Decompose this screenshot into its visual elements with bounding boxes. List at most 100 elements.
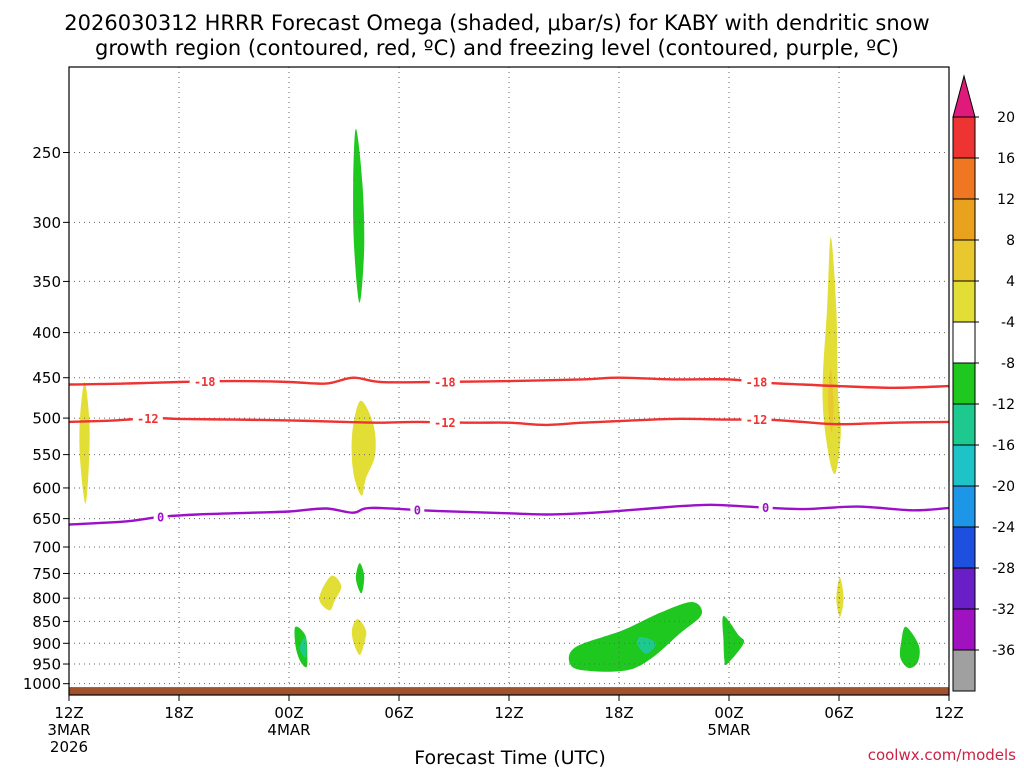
colorbar-label-0: 20 xyxy=(997,110,1015,126)
y-tick-label-950: 950 xyxy=(32,656,61,674)
colorbar-swatch-11 xyxy=(952,567,976,610)
x-tick-label-0: 12Z xyxy=(54,704,83,722)
contour-label-dgz-12C-2: -12 xyxy=(746,413,768,427)
colorbar-label-11: -28 xyxy=(992,561,1015,577)
x-axis-title: Forecast Time (UTC) xyxy=(414,747,605,768)
y-tick-label-400: 400 xyxy=(32,324,61,342)
x-tick-label-6: 00Z xyxy=(714,704,743,722)
colorbar-label-9: -20 xyxy=(992,479,1015,495)
contour-label-dgz-12C-1: -12 xyxy=(434,416,456,430)
colorbar: 20 16 12 8 4 -4 -8 -12 -16 -20 -24 -28 -32 -36 xyxy=(952,74,1015,692)
omega-region-up-4-hr16-low xyxy=(351,619,367,656)
colorbar-label-7: -12 xyxy=(992,397,1015,413)
x-tick-label-4: 12Z xyxy=(494,704,523,722)
y-tick-label-450: 450 xyxy=(32,369,61,387)
omega-region-up-4-hr16-mid xyxy=(351,400,376,496)
x-tick-label-7: 06Z xyxy=(824,704,853,722)
ground-band-layer xyxy=(69,687,949,695)
colorbar-swatch-6 xyxy=(952,362,976,405)
contour-label-bg-freezing-level-0C-1 xyxy=(410,503,425,518)
x-tick-label-3: 06Z xyxy=(384,704,413,722)
y-tick-label-650: 650 xyxy=(32,510,61,528)
colorbar-label-1: 16 xyxy=(997,151,1015,167)
colorbar-label-12: -32 xyxy=(992,602,1015,618)
contour-label-dgz-12C-0: -12 xyxy=(137,412,159,426)
x-tick-date-0: 3MAR xyxy=(47,721,90,739)
omega-region-down-8-hr31 xyxy=(637,636,656,654)
colorbar-swatch-13 xyxy=(952,649,976,692)
contour-label-bg-dgz-18C-0 xyxy=(189,374,220,389)
contour-freezing-level-0C xyxy=(68,503,950,526)
colorbar-label-5: -4 xyxy=(1001,315,1015,331)
colorbar-label-13: -36 xyxy=(992,643,1015,659)
colorbar-swatch-12 xyxy=(952,608,976,651)
contour-dgz-18C xyxy=(68,376,950,389)
y-axis-ticks: 250 300 350 400 450 500 550 600 650 700 750 800 850 9… xyxy=(23,144,69,693)
colorbar-label-8: -16 xyxy=(992,438,1015,454)
omega-region-up-4-hr42-low xyxy=(836,577,844,617)
colorbar-label-2: 12 xyxy=(997,192,1015,208)
contour-label-dgz-18C-0: -18 xyxy=(194,375,216,389)
y-tick-label-500: 500 xyxy=(32,410,61,428)
omega-region-up-4-hr41-upper xyxy=(822,237,841,475)
colorbar-swatch-7 xyxy=(952,403,976,446)
chart-title-line1: 2026030312 HRRR Forecast Omega (shaded, … xyxy=(64,11,929,35)
colorbar-swatch-4 xyxy=(952,280,976,323)
omega-shading-layer xyxy=(79,128,920,672)
contour-label-bg-freezing-level-0C-2 xyxy=(758,500,773,515)
y-tick-label-850: 850 xyxy=(32,613,61,631)
contour-label-dgz-18C-1: -18 xyxy=(434,375,456,389)
colorbar-label-3: 8 xyxy=(1006,233,1015,249)
y-tick-label-700: 700 xyxy=(32,539,61,557)
omega-region-down-8-hr13 xyxy=(299,636,307,658)
x-tick-date-2: 4MAR xyxy=(267,721,310,739)
y-tick-label-350: 350 xyxy=(32,273,61,291)
colorbar-swatch-10 xyxy=(952,526,976,569)
colorbar-swatch-0 xyxy=(952,116,976,159)
colorbar-swatch-3 xyxy=(952,239,976,282)
y-tick-label-550: 550 xyxy=(32,446,61,464)
x-tick-date-6: 5MAR xyxy=(707,721,750,739)
omega-region-down-4-hr16-low xyxy=(355,563,365,594)
ground-band xyxy=(69,687,949,695)
y-tick-label-250: 250 xyxy=(32,144,61,162)
x-tick-label-5: 18Z xyxy=(604,704,633,722)
contour-label-bg-dgz-18C-2 xyxy=(741,374,772,389)
colorbar-swatch-5 xyxy=(952,321,976,364)
y-tick-label-750: 750 xyxy=(32,565,61,583)
contour-label-bg-dgz-18C-1 xyxy=(429,374,460,389)
contour-label-freezing-level-0C-0: 0 xyxy=(157,510,164,524)
colorbar-label-6: -8 xyxy=(1001,356,1015,372)
contour-label-bg-dgz-12C-0 xyxy=(132,411,163,426)
x-tick-label-1: 18Z xyxy=(164,704,193,722)
contour-label-bg-dgz-12C-2 xyxy=(741,412,772,427)
omega-region-down-4-hr16-upper xyxy=(353,128,365,303)
colorbar-label-4: 4 xyxy=(1006,274,1015,290)
x-tick-year-0: 2026 xyxy=(50,738,88,756)
y-tick-label-800: 800 xyxy=(32,590,61,608)
omega-region-down-4-hr35 xyxy=(722,615,745,666)
colorbar-swatch-9 xyxy=(952,485,976,528)
y-tick-label-300: 300 xyxy=(32,214,61,232)
gridlines xyxy=(69,67,949,695)
colorbar-swatch-1 xyxy=(952,157,976,200)
omega-region-down-4-hr27-33 xyxy=(568,601,703,672)
y-tick-label-1000: 1000 xyxy=(23,675,61,693)
contour-label-freezing-level-0C-2: 0 xyxy=(762,501,769,515)
contour-label-bg-freezing-level-0C-0 xyxy=(153,509,168,524)
omega-region-down-4-hr45 xyxy=(899,626,920,669)
colorbar-top-arrow xyxy=(952,74,976,118)
x-tick-label-8: 12Z xyxy=(934,704,963,722)
omega-region-up-4-hr14 xyxy=(319,575,342,611)
contour-label-dgz-18C-2: -18 xyxy=(746,375,768,389)
y-tick-label-900: 900 xyxy=(32,635,61,653)
colorbar-swatch-8 xyxy=(952,444,976,487)
contour-label-freezing-level-0C-1: 0 xyxy=(414,504,421,518)
contour-label-bg-dgz-12C-1 xyxy=(429,415,460,430)
x-tick-label-2: 00Z xyxy=(274,704,303,722)
credit-text: coolwx.com/models xyxy=(868,746,1016,764)
contour-lines-layer: -18 -18 -18 -12 -12 -12 0 0 0 xyxy=(68,374,950,526)
colorbar-label-10: -24 xyxy=(992,520,1015,536)
